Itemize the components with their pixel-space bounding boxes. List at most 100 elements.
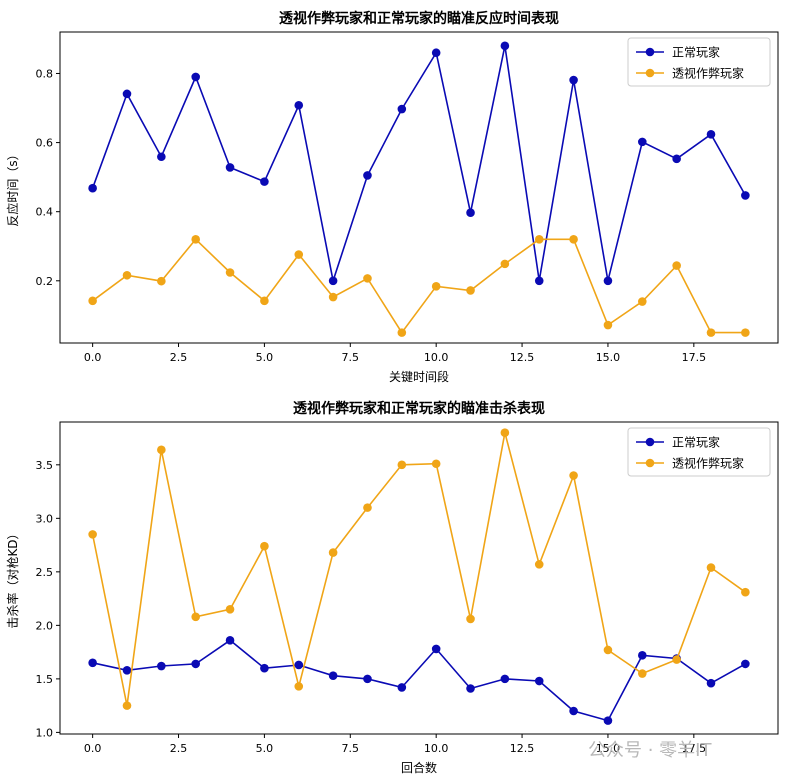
data-point-series-2 — [122, 701, 132, 710]
data-point-series-2 — [157, 445, 166, 455]
x-tick-label: 7.5 — [342, 742, 360, 755]
data-point-series-2 — [569, 471, 578, 480]
x-tick-label: 0.0 — [84, 742, 102, 755]
x-tick-label: 17.5 — [682, 351, 707, 364]
data-point-series-1 — [431, 644, 441, 654]
series-line-2 — [91, 432, 746, 706]
x-tick-label: 15.0 — [596, 742, 621, 755]
data-point-series-2 — [225, 605, 235, 614]
data-point-series-1 — [466, 208, 475, 218]
data-point-series-1 — [157, 152, 166, 162]
data-point-series-2 — [328, 292, 338, 302]
data-point-series-2 — [741, 328, 750, 337]
data-point-series-1 — [706, 129, 716, 139]
watermark-text: 公众号 · 零羊IT — [588, 740, 712, 761]
x-tick-label: 15.0 — [596, 351, 621, 364]
legend-box — [627, 427, 771, 477]
data-point-series-2 — [534, 235, 544, 244]
x-tick-label: 10.0 — [424, 351, 449, 364]
data-point-series-1 — [534, 676, 544, 686]
y-tick-label: 1.0 — [36, 726, 54, 739]
axes-frame — [59, 31, 779, 344]
data-point-series-2 — [603, 320, 613, 330]
data-point-series-1 — [397, 683, 407, 692]
data-point-series-2 — [225, 268, 235, 277]
data-point-series-2 — [706, 328, 716, 337]
data-point-series-2 — [122, 270, 132, 280]
data-point-series-1 — [294, 660, 304, 670]
data-point-series-2 — [88, 530, 97, 539]
data-point-series-1 — [88, 658, 97, 668]
data-point-series-1 — [638, 137, 647, 147]
data-point-series-2 — [603, 645, 613, 655]
series-line-1 — [92, 639, 746, 722]
data-point-series-2 — [260, 541, 269, 551]
data-point-series-1 — [191, 72, 200, 82]
data-point-series-2 — [569, 235, 578, 244]
data-point-series-2 — [466, 614, 475, 624]
data-point-series-1 — [741, 659, 750, 669]
data-point-series-2 — [706, 563, 716, 572]
x-tick-label: 12.5 — [510, 742, 535, 755]
data-point-series-1 — [363, 171, 372, 180]
data-point-series-2 — [534, 560, 544, 569]
data-point-series-2 — [672, 655, 681, 664]
legend-box — [627, 37, 771, 87]
data-point-series-2 — [88, 296, 97, 306]
data-point-series-2 — [638, 297, 647, 306]
data-point-series-2 — [500, 428, 510, 438]
data-point-series-1 — [603, 276, 613, 286]
data-point-series-1 — [328, 276, 338, 286]
data-point-series-1 — [638, 651, 647, 660]
y-tick-label: 3.0 — [36, 512, 54, 525]
data-point-series-1 — [569, 75, 578, 85]
legend-label: 透视作弊玩家 — [672, 456, 744, 471]
data-point-series-2 — [363, 503, 372, 512]
data-point-series-1 — [225, 163, 235, 172]
axes-frame — [59, 421, 779, 735]
x-tick-label: 17.5 — [682, 742, 707, 755]
data-point-series-1 — [157, 661, 166, 671]
data-point-series-1 — [328, 671, 338, 680]
data-point-series-2 — [397, 328, 407, 337]
data-point-series-2 — [638, 669, 647, 678]
chart-2: 透视作弊玩家和正常玩家的瞄准击杀表现 0.0 2.5 5.0 7.5 10.0 12.5 15… — [5, 400, 779, 775]
data-point-series-1 — [122, 666, 132, 675]
data-point-series-1 — [88, 183, 97, 193]
data-point-series-1 — [122, 89, 132, 99]
data-point-series-1 — [260, 177, 269, 186]
x-tick-label: 10.0 — [424, 742, 449, 755]
legend-marker — [645, 68, 655, 78]
data-point-series-1 — [260, 663, 269, 673]
y-tick-label: 0.2 — [36, 275, 54, 288]
y-tick-label: 0.4 — [36, 206, 54, 219]
x-tick-label: 2.5 — [170, 351, 188, 364]
data-point-series-2 — [500, 259, 510, 269]
data-point-series-1 — [466, 684, 475, 693]
data-point-series-1 — [603, 716, 613, 725]
data-point-series-2 — [294, 682, 304, 691]
data-point-series-1 — [431, 48, 441, 58]
legend-marker — [645, 437, 655, 447]
data-point-series-2 — [191, 612, 200, 622]
x-tick-label: 0.0 — [84, 351, 102, 364]
chart-title: 透视作弊玩家和正常玩家的瞄准反应时间表现 — [279, 10, 559, 27]
legend-label: 正常玩家 — [672, 45, 720, 60]
data-point-series-1 — [672, 154, 681, 164]
data-point-series-1 — [706, 678, 716, 688]
x-axis-label: 关键时间段 — [389, 369, 449, 384]
data-point-series-1 — [741, 191, 750, 200]
data-point-series-2 — [466, 286, 475, 295]
data-point-series-2 — [672, 261, 681, 270]
data-point-series-1 — [397, 104, 407, 114]
y-tick-label: 1.5 — [36, 673, 54, 686]
x-tick-label: 5.0 — [256, 351, 274, 364]
data-point-series-2 — [328, 548, 338, 557]
legend-label: 正常玩家 — [672, 435, 720, 450]
data-point-series-2 — [431, 282, 441, 291]
x-tick-label: 7.5 — [342, 351, 360, 364]
data-point-series-2 — [431, 459, 441, 469]
data-point-series-2 — [191, 235, 200, 244]
data-point-series-1 — [191, 659, 200, 669]
